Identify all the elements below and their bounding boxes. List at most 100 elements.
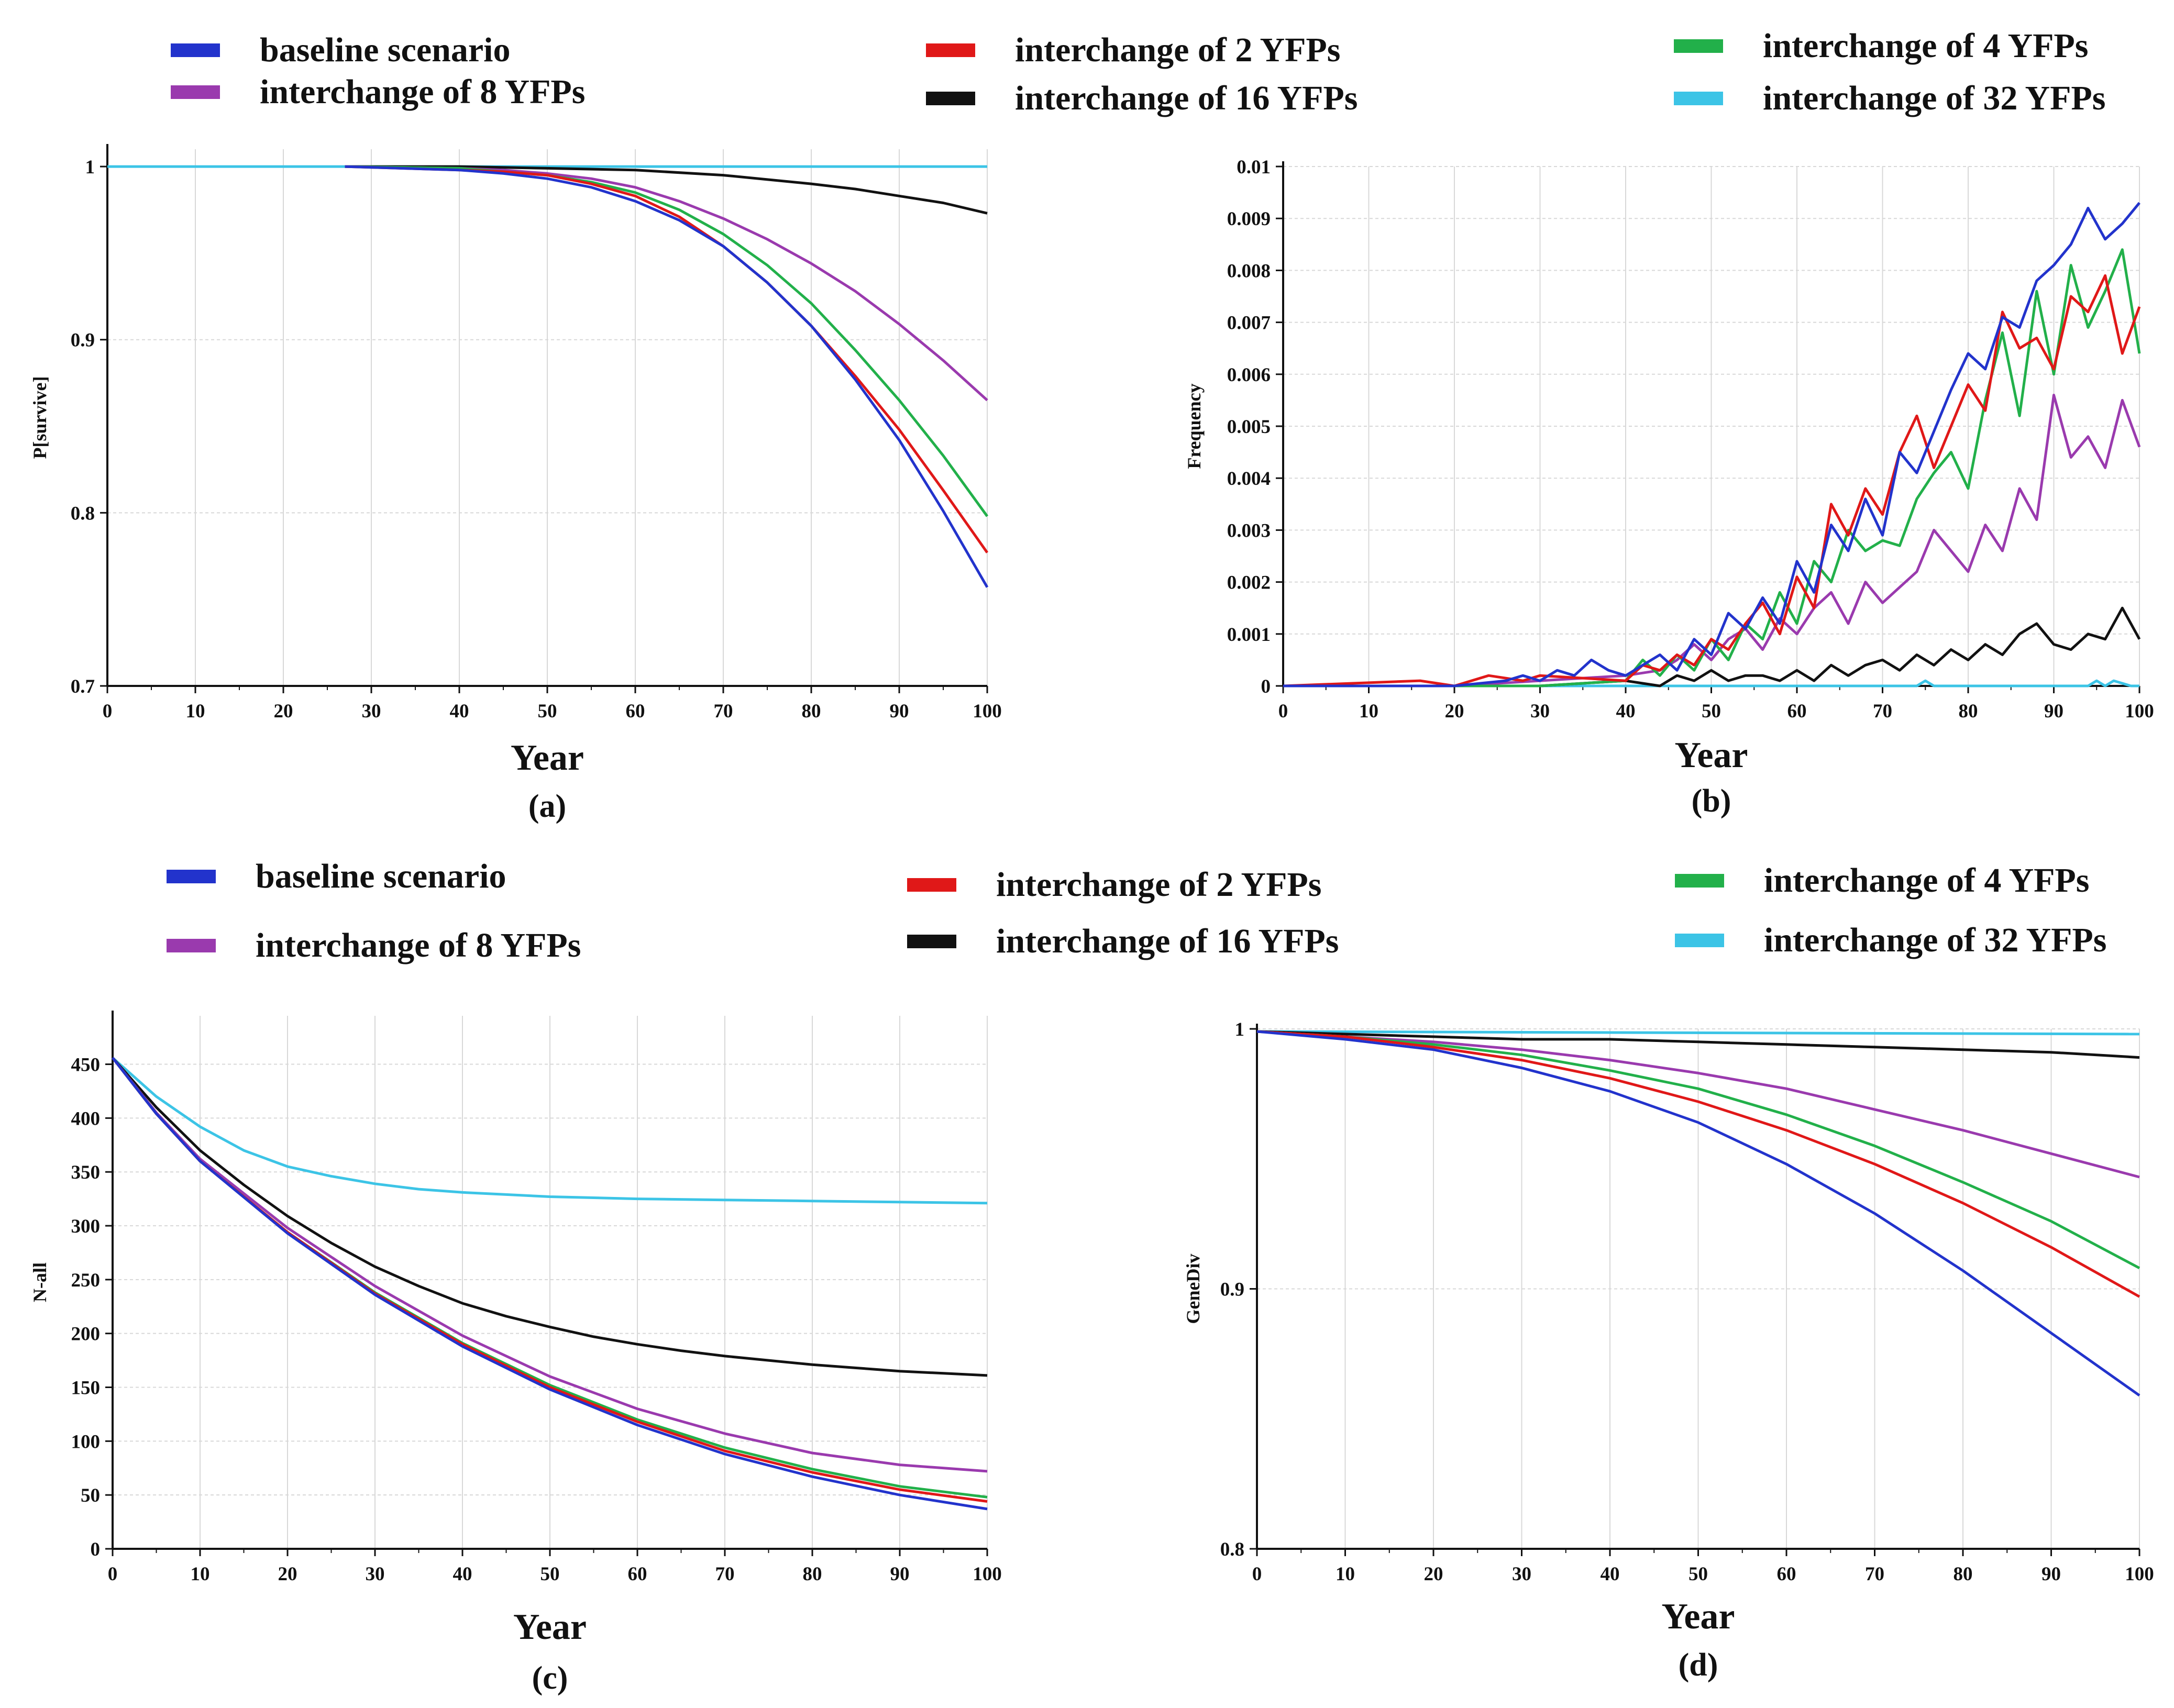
x-tick-label: 0: [103, 701, 113, 722]
series-line-i16: [1256, 1030, 2140, 1059]
legend-swatch-icon: [907, 935, 956, 948]
legend-swatch-icon: [167, 939, 216, 952]
legend-top-baseline: baseline scenario: [171, 30, 510, 70]
legend-bottom-i8: interchange of 8 YFPs: [167, 926, 581, 966]
x-tick-label: 60: [628, 1563, 647, 1585]
panel-label: (d): [1679, 1647, 1718, 1683]
y-tick-label: 1: [1235, 1019, 1245, 1040]
legend-label: interchange of 2 YFPs: [1015, 31, 1341, 69]
legend-swatch-icon: [171, 85, 220, 99]
legend-bottom-i4: interchange of 4 YFPs: [1675, 861, 2089, 901]
series-line-baseline: [1256, 1030, 2140, 1397]
legend-top-i8: interchange of 8 YFPs: [171, 72, 585, 112]
series-line-i16: [112, 1057, 988, 1377]
legend-label: interchange of 16 YFPs: [996, 922, 1339, 960]
series-line-i4: [1283, 248, 2141, 687]
x-tick-label: 50: [1689, 1563, 1708, 1585]
x-tick-label: 70: [714, 701, 733, 722]
y-tick-label: 0.007: [1227, 313, 1271, 334]
x-tick-label: 10: [186, 701, 205, 722]
legend-swatch-icon: [167, 870, 216, 883]
series-line-i4: [1256, 1030, 2140, 1270]
y-tick-label: 450: [71, 1055, 101, 1076]
x-tick-label: 0: [1252, 1563, 1262, 1585]
x-tick-label: 10: [191, 1563, 210, 1585]
series-line-i16: [1283, 606, 2141, 687]
legend-swatch-icon: [1674, 92, 1723, 105]
x-tick-label: 60: [626, 701, 645, 722]
x-tick-label: 20: [274, 701, 293, 722]
x-tick-label: 30: [1512, 1563, 1531, 1585]
y-tick-label: 1: [85, 157, 95, 178]
legend-label: interchange of 32 YFPs: [1764, 921, 2107, 959]
x-tick-label: 20: [278, 1563, 297, 1585]
y-tick-label: 400: [71, 1108, 101, 1129]
series-line-i32: [1256, 1030, 2140, 1036]
legend-bottom-i16: interchange of 16 YFPs: [907, 922, 1339, 961]
y-axis-title: N-all: [29, 1262, 50, 1302]
y-tick-label: 0.008: [1227, 260, 1271, 282]
x-tick-label: 80: [1954, 1563, 1973, 1585]
y-tick-label: 0.8: [1220, 1539, 1244, 1560]
x-tick-label: 0: [1278, 701, 1288, 722]
legend-top-i16: interchange of 16 YFPs: [926, 79, 1358, 118]
series-line-i2: [1256, 1030, 2140, 1298]
x-tick-label: 40: [453, 1563, 472, 1585]
x-tick-label: 70: [1873, 701, 1892, 722]
chart-a: 0 10 20 30 40 50 60 70 80 90 100 0.7 0.8 0.9 1 Year P[su…: [29, 144, 1002, 824]
x-axis-title: Year: [1662, 1596, 1735, 1637]
x-tick-label: 80: [802, 701, 821, 722]
x-tick-label: 70: [1865, 1563, 1884, 1585]
y-tick-label: 0.009: [1227, 208, 1271, 230]
y-axis-title: GeneDiv: [1183, 1254, 1204, 1324]
series-line-baseline: [345, 165, 989, 588]
x-tick-label: 0: [108, 1563, 118, 1585]
series-line-i2: [1283, 274, 2141, 687]
x-tick-label: 20: [1424, 1563, 1443, 1585]
x-tick-label: 10: [1336, 1563, 1355, 1585]
y-tick-label: 100: [71, 1431, 101, 1452]
x-tick-label: 100: [2125, 1563, 2154, 1585]
y-tick-label: 0.9: [1220, 1279, 1244, 1301]
series-line-baseline: [1283, 202, 2140, 687]
legend-label: interchange of 4 YFPs: [1763, 27, 2089, 65]
x-axis-title: Year: [511, 738, 584, 778]
y-tick-label: 0.7: [71, 676, 95, 697]
y-tick-label: 0.002: [1227, 572, 1271, 594]
y-axis-title: P[survive]: [29, 376, 50, 459]
x-tick-label: 50: [538, 701, 557, 722]
x-tick-label: 20: [1445, 701, 1464, 722]
legend-label: interchange of 4 YFPs: [1764, 861, 2090, 900]
x-tick-label: 80: [803, 1563, 822, 1585]
series-line-i8: [1256, 1030, 2140, 1179]
x-tick-label: 90: [2044, 701, 2063, 722]
x-tick-label: 40: [1601, 1563, 1620, 1585]
x-axis-title: Year: [1675, 735, 1748, 775]
legend-label: interchange of 8 YFPs: [260, 73, 586, 111]
series-line-i32: [1283, 679, 2139, 687]
series-line-i32: [112, 1057, 988, 1205]
y-tick-label: 250: [71, 1270, 101, 1291]
y-tick-label: 150: [71, 1378, 101, 1399]
y-tick-label: 0.9: [71, 330, 95, 351]
x-tick-label: 50: [540, 1563, 560, 1585]
legend-label: interchange of 32 YFPs: [1763, 79, 2106, 117]
x-tick-label: 30: [362, 701, 381, 722]
y-tick-label: 0: [91, 1539, 101, 1560]
x-tick-label: 10: [1359, 701, 1378, 722]
legend-top-i4: interchange of 4 YFPs: [1674, 26, 2088, 66]
panel-label: (b): [1692, 783, 1731, 819]
x-tick-label: 90: [2041, 1563, 2061, 1585]
x-tick-label: 50: [1702, 701, 1721, 722]
x-tick-label: 40: [450, 701, 469, 722]
x-tick-label: 80: [1959, 701, 1978, 722]
y-tick-label: 0.004: [1227, 468, 1271, 490]
x-tick-label: 70: [715, 1563, 735, 1585]
legend-swatch-icon: [1675, 934, 1724, 947]
x-tick-label: 30: [366, 1563, 385, 1585]
chart-c: 0 10 20 30 40 50 60 70 80 90 100 0 50 100 150 200 250 300…: [29, 1011, 1002, 1696]
legend-bottom-i2: interchange of 2 YFPs: [907, 865, 1321, 905]
legend-label: baseline scenario: [256, 857, 506, 895]
x-tick-label: 100: [973, 701, 1002, 722]
y-tick-label: 0.006: [1227, 364, 1271, 386]
